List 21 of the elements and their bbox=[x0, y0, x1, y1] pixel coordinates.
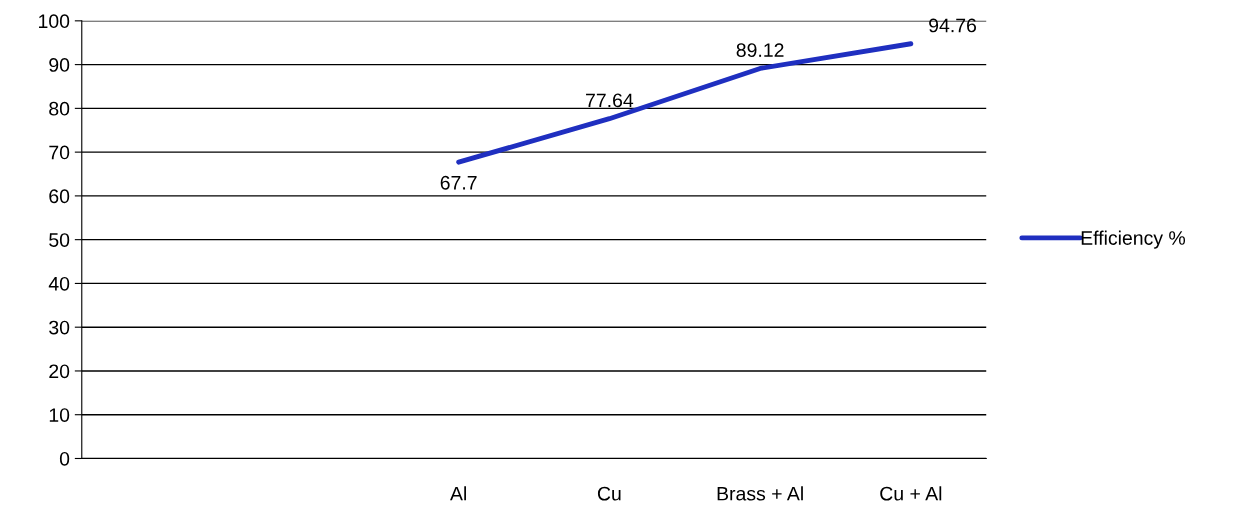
data-label: 77.64 bbox=[586, 93, 634, 108]
y-tick-label: 40 bbox=[48, 276, 70, 291]
y-tick-label: 70 bbox=[49, 145, 70, 160]
y-tick-label: 10 bbox=[49, 408, 70, 422]
data-label: 89.12 bbox=[736, 43, 784, 58]
line-series bbox=[456, 41, 914, 165]
y-tick-label: 80 bbox=[49, 101, 70, 116]
y-tick-label: 0 bbox=[59, 451, 70, 466]
y-tick-label: 90 bbox=[49, 58, 70, 72]
x-tick-label: Al bbox=[450, 486, 466, 501]
y-tick-label: 100 bbox=[39, 14, 70, 29]
y-tick-label: 50 bbox=[49, 233, 70, 247]
data-label: 94.76 bbox=[929, 18, 977, 33]
y-tick-label: 60 bbox=[49, 189, 70, 204]
x-tick-label: Cu + Al bbox=[880, 486, 942, 501]
data-label: 67.7 bbox=[440, 175, 477, 190]
y-tick-label: 30 bbox=[49, 320, 70, 335]
x-tick-label: Cu bbox=[597, 486, 621, 501]
legend-label: Efficiency % bbox=[1081, 230, 1186, 249]
x-tick-label: Brass + Al bbox=[717, 486, 803, 501]
y-tick-label: 20 bbox=[49, 364, 70, 379]
